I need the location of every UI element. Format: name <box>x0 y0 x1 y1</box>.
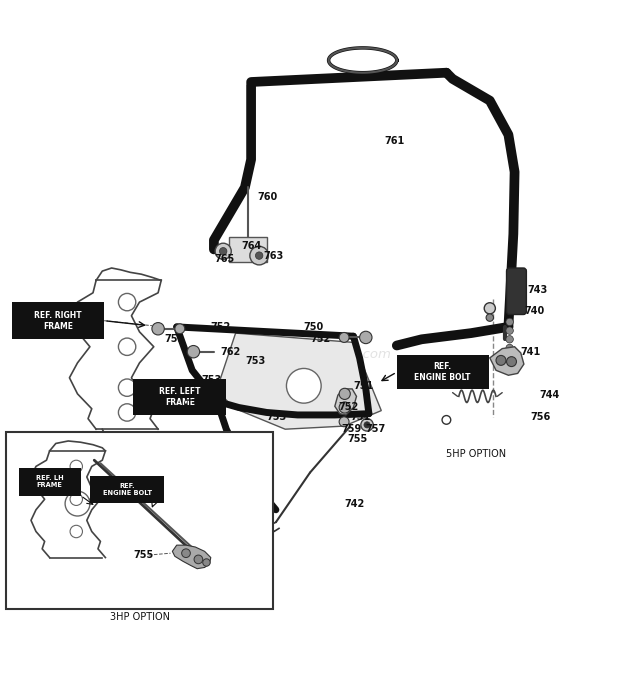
Circle shape <box>250 246 268 265</box>
Circle shape <box>486 314 494 321</box>
Text: 765: 765 <box>214 254 234 264</box>
Text: 752: 752 <box>310 334 330 344</box>
Text: 741: 741 <box>521 347 541 357</box>
Circle shape <box>506 336 513 343</box>
Text: eReplacementParts.com: eReplacementParts.com <box>229 348 391 361</box>
Circle shape <box>65 491 90 516</box>
FancyBboxPatch shape <box>90 475 164 503</box>
Text: 756: 756 <box>530 412 551 422</box>
Circle shape <box>118 379 136 397</box>
Text: 761: 761 <box>384 136 405 146</box>
Text: 742: 742 <box>344 499 365 509</box>
Circle shape <box>194 555 203 564</box>
Polygon shape <box>172 545 211 569</box>
Circle shape <box>361 419 373 431</box>
Text: 753: 753 <box>245 356 265 366</box>
Circle shape <box>507 357 516 367</box>
Text: 753: 753 <box>202 375 222 385</box>
Circle shape <box>215 243 231 259</box>
Circle shape <box>339 388 350 399</box>
Polygon shape <box>490 347 524 375</box>
FancyBboxPatch shape <box>507 268 526 314</box>
Text: 3HP OPTION: 3HP OPTION <box>110 612 169 622</box>
Text: 762: 762 <box>220 347 241 357</box>
Text: 744: 744 <box>539 390 560 400</box>
FancyBboxPatch shape <box>12 302 104 339</box>
Text: 760: 760 <box>257 191 278 202</box>
Polygon shape <box>335 389 356 415</box>
Text: 759: 759 <box>341 424 361 434</box>
Circle shape <box>506 344 513 352</box>
Circle shape <box>339 402 350 413</box>
Text: 5HP OPTION: 5HP OPTION <box>446 449 507 459</box>
Text: 763: 763 <box>264 251 284 261</box>
FancyBboxPatch shape <box>19 468 81 495</box>
Text: 755: 755 <box>133 550 154 560</box>
Text: 751: 751 <box>353 381 374 391</box>
Circle shape <box>152 323 164 335</box>
Circle shape <box>70 525 82 538</box>
FancyBboxPatch shape <box>133 379 226 415</box>
Text: 743: 743 <box>527 285 547 294</box>
Circle shape <box>203 559 210 566</box>
FancyBboxPatch shape <box>6 433 273 609</box>
Text: REF.
ENGINE BOLT: REF. ENGINE BOLT <box>414 362 471 382</box>
Text: REF. LH
FRAME: REF. LH FRAME <box>36 475 63 489</box>
Circle shape <box>506 319 513 325</box>
Circle shape <box>118 294 136 311</box>
Circle shape <box>496 355 506 366</box>
Circle shape <box>286 368 321 403</box>
Text: 755: 755 <box>347 433 368 444</box>
Text: 740: 740 <box>524 306 544 316</box>
Circle shape <box>118 338 136 355</box>
Circle shape <box>187 346 200 358</box>
Circle shape <box>219 247 227 255</box>
Text: 752: 752 <box>338 402 358 413</box>
Text: 757: 757 <box>366 424 386 434</box>
Circle shape <box>360 331 372 343</box>
Circle shape <box>339 417 349 427</box>
Text: 750: 750 <box>304 322 324 332</box>
Circle shape <box>70 493 82 505</box>
Text: 752: 752 <box>211 322 231 332</box>
FancyBboxPatch shape <box>397 355 489 389</box>
Circle shape <box>255 252 263 259</box>
Text: REF. RIGHT
FRAME: REF. RIGHT FRAME <box>35 311 82 331</box>
FancyBboxPatch shape <box>229 237 267 262</box>
Circle shape <box>506 327 513 334</box>
Polygon shape <box>217 333 381 429</box>
Circle shape <box>506 353 513 361</box>
Circle shape <box>364 422 370 428</box>
Text: REF.
ENGINE BOLT: REF. ENGINE BOLT <box>102 483 152 496</box>
Circle shape <box>339 332 349 343</box>
Text: 751: 751 <box>164 334 185 344</box>
Circle shape <box>175 324 185 334</box>
Circle shape <box>182 549 190 558</box>
Circle shape <box>70 460 82 473</box>
Text: 764: 764 <box>242 241 262 252</box>
Circle shape <box>442 415 451 424</box>
Circle shape <box>484 303 495 314</box>
Text: 751: 751 <box>350 412 371 422</box>
Text: REF. LEFT
FRAME: REF. LEFT FRAME <box>159 387 200 407</box>
Circle shape <box>118 404 136 421</box>
Text: 753: 753 <box>267 412 287 422</box>
Polygon shape <box>329 48 397 73</box>
